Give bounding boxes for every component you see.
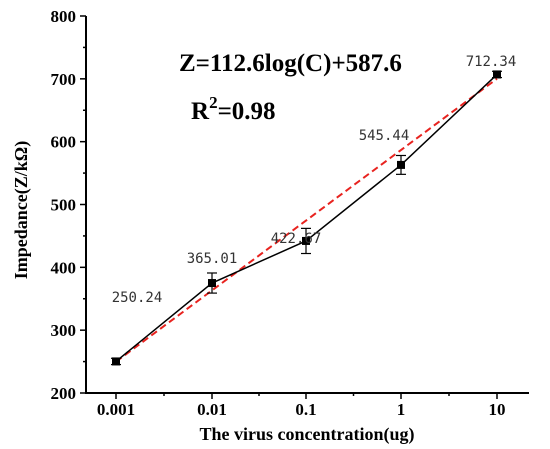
data-point — [112, 357, 120, 366]
data-point — [302, 236, 310, 245]
x-tick-label: 0.1 — [295, 400, 316, 419]
y-tick-label: 800 — [51, 7, 77, 26]
y-tick-label: 400 — [51, 258, 77, 277]
r-squared-base: R — [191, 98, 210, 125]
y-axis-title: Impedance(Z/kΩ) — [11, 141, 32, 279]
data-label: 250.24 — [112, 290, 163, 306]
x-tick-label: 0.01 — [197, 400, 227, 419]
y-tick-label: 600 — [51, 133, 77, 152]
x-tick-label: 10 — [489, 400, 506, 419]
y-tick-label: 700 — [51, 70, 77, 89]
r-squared-value: =0.98 — [218, 98, 276, 125]
fit-line — [115, 77, 498, 363]
y-tick-label: 500 — [51, 196, 77, 215]
data-label: 712.34 — [466, 54, 517, 70]
fit-equation: Z=112.6log(C)+587.6 — [179, 50, 402, 77]
data-label: 365.01 — [187, 251, 238, 267]
x-tick-label: 0.001 — [97, 400, 135, 419]
data-label: 545.44 — [359, 128, 410, 144]
data-label: 422.67 — [271, 231, 322, 247]
y-tick-label: 200 — [51, 384, 77, 403]
plot-area: 250.24 365.01 422.67 545.44 712.34 — [111, 54, 517, 366]
r-squared-superscript: 2 — [209, 93, 218, 112]
data-point — [208, 279, 216, 288]
x-tick-label: 1 — [397, 400, 406, 419]
y-tick-label: 300 — [51, 321, 77, 340]
x-axis-title: The virus concentration(ug) — [200, 424, 415, 445]
data-point — [493, 70, 501, 79]
data-point — [397, 160, 405, 169]
fit-r-squared: R2=0.98 — [191, 93, 276, 125]
